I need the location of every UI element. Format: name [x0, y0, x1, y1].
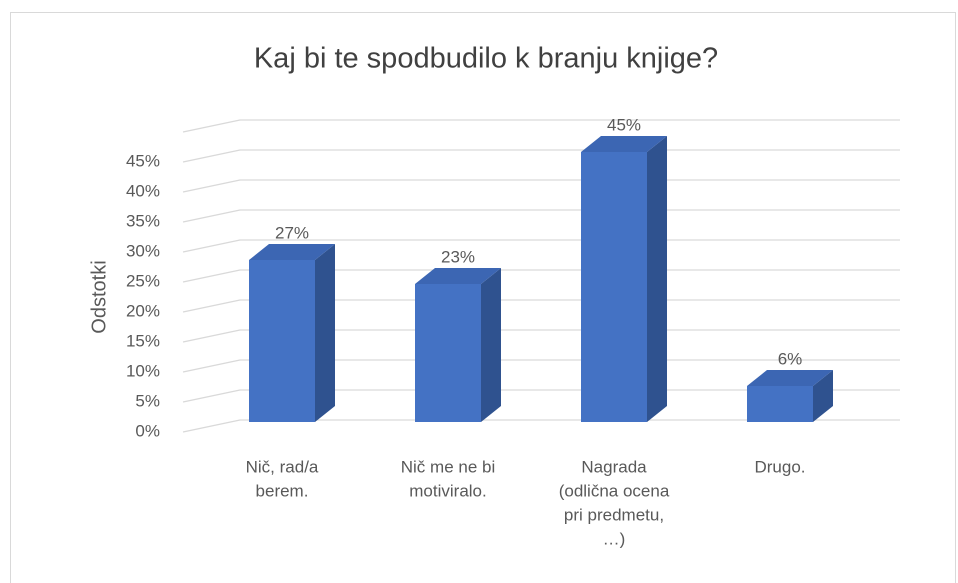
- y-tick-label: 40%: [126, 181, 160, 200]
- y-tick-label: 35%: [126, 211, 160, 230]
- x-tick-label: …): [603, 529, 626, 548]
- grid-line: [182, 149, 900, 163]
- y-tick-label: 25%: [126, 271, 160, 290]
- grid-line: [182, 239, 900, 253]
- x-tick-label: pri predmetu,: [564, 505, 664, 524]
- y-tick-label: 15%: [126, 331, 160, 350]
- grid-line: [182, 269, 900, 283]
- grid-line: [182, 419, 900, 433]
- x-tick-label: Nagrada: [581, 457, 647, 476]
- bar-side: [647, 136, 667, 422]
- bar: [581, 152, 647, 422]
- bar-top: [581, 136, 667, 152]
- bar-side: [481, 268, 501, 422]
- bar: [415, 284, 481, 422]
- grid-line: [182, 389, 900, 403]
- bar-side: [813, 370, 833, 422]
- y-tick-label: 45%: [126, 151, 160, 170]
- bar: [747, 386, 813, 422]
- bar-top: [415, 268, 501, 284]
- x-tick-label: motiviralo.: [409, 481, 486, 500]
- y-tick-label: 0%: [135, 421, 160, 440]
- grid-line: [182, 209, 900, 223]
- y-tick-label: 30%: [126, 241, 160, 260]
- y-tick-label: 20%: [126, 301, 160, 320]
- y-tick-label: 10%: [126, 361, 160, 380]
- x-tick-label: Drugo.: [754, 457, 805, 476]
- y-tick-label: 5%: [135, 391, 160, 410]
- data-label: 6%: [778, 349, 803, 368]
- chart-title: Kaj bi te spodbudilo k branju knjige?: [254, 43, 718, 75]
- bar-side: [315, 244, 335, 422]
- x-tick-label: (odlična ocena: [559, 481, 670, 500]
- grid-line: [182, 359, 900, 373]
- x-tick-label: Nič, rad/a: [246, 457, 319, 476]
- data-label: 27%: [275, 223, 309, 242]
- bar-top: [747, 370, 833, 386]
- bar-top: [249, 244, 335, 260]
- x-tick-label: Nič me ne bi: [401, 457, 495, 476]
- grid-line: [182, 179, 900, 193]
- wall-edge: [182, 119, 900, 133]
- x-tick-label: berem.: [256, 481, 309, 500]
- y-axis-label: Odstotki: [88, 260, 110, 333]
- grid-line: [182, 329, 900, 343]
- data-label: 23%: [441, 247, 475, 266]
- data-label: 45%: [607, 115, 641, 134]
- bar: [249, 260, 315, 422]
- grid-line: [182, 299, 900, 313]
